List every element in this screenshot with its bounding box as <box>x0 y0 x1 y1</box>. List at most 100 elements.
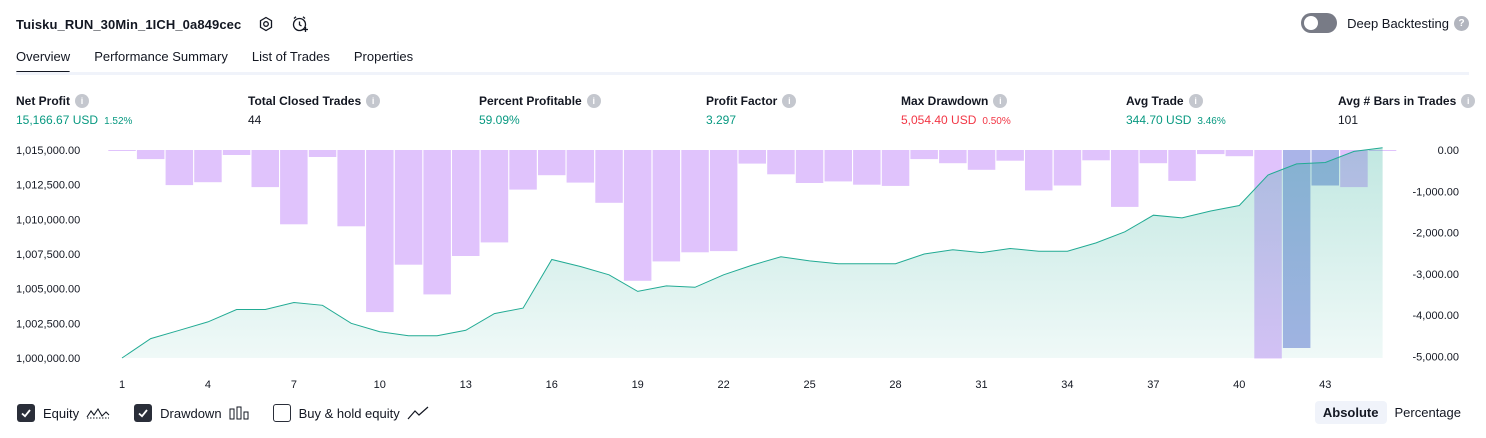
drawdown-bar[interactable] <box>480 150 509 243</box>
display-mode-switch: Absolute Percentage <box>1314 401 1469 424</box>
metric-label: Profit Factor <box>706 94 778 108</box>
metric-net-profit: Net Profit i 15,166.67 USD 1.52% <box>16 94 132 127</box>
equity-area <box>121 147 1383 359</box>
left-axis-tick: 1,007,500.00 <box>16 249 80 261</box>
strategy-header: Tuisku_RUN_30Min_1ICH_0a849cec <box>16 12 309 36</box>
chart-legend: Equity Drawdown Buy & hold equity <box>17 404 453 422</box>
metric-label: Total Closed Trades <box>248 94 362 108</box>
right-axis: 0.00 -1,000.00 -2,000.00 -3,000.00 -4,000.00… <box>1413 145 1459 363</box>
drawdown-bar[interactable] <box>967 150 996 170</box>
metric-percent: 0.50% <box>982 116 1011 127</box>
drawdown-bar[interactable] <box>280 150 308 225</box>
x-axis-tick: 31 <box>975 379 987 391</box>
drawdown-bar[interactable] <box>939 150 967 164</box>
equity-drawdown-chart[interactable]: 1,015,000.00 1,012,500.00 1,010,000.00 1,00… <box>0 140 1486 395</box>
drawdown-bar[interactable] <box>910 150 938 160</box>
buy-hold-line-icon <box>407 406 429 420</box>
legend-label: Equity <box>43 405 80 421</box>
drawdown-bar[interactable] <box>165 150 194 186</box>
left-axis-tick: 1,000,000.00 <box>16 353 80 365</box>
drawdown-bar[interactable] <box>1197 150 1225 155</box>
drawdown-bar[interactable] <box>136 150 165 160</box>
checkbox-unchecked[interactable] <box>272 404 291 422</box>
drawdown-bar[interactable] <box>738 150 767 164</box>
left-axis-tick: 1,010,000.00 <box>16 214 80 226</box>
drawdown-bars-icon <box>229 406 249 420</box>
drawdown-bar[interactable] <box>795 150 824 183</box>
info-icon[interactable]: i <box>782 94 797 108</box>
settings-icon[interactable] <box>257 15 275 33</box>
x-axis-tick: 25 <box>803 379 815 391</box>
drawdown-bar[interactable] <box>824 150 853 182</box>
drawdown-bar[interactable] <box>423 150 451 295</box>
drawdown-bar[interactable] <box>767 150 795 175</box>
right-axis-tick: -1,000.00 <box>1413 186 1459 198</box>
equity-line[interactable] <box>121 147 1383 359</box>
right-axis-tick: 0.00 <box>1438 145 1459 157</box>
tab-divider <box>16 72 1469 75</box>
left-axis-tick: 1,015,000.00 <box>16 145 80 157</box>
mode-absolute[interactable]: Absolute <box>1314 401 1387 424</box>
deep-backtesting-toggle[interactable] <box>1301 13 1338 33</box>
help-icon[interactable]: ? <box>1454 15 1469 31</box>
checkbox-checked[interactable] <box>17 404 35 422</box>
drawdown-bar[interactable] <box>509 150 537 190</box>
x-axis-tick: 16 <box>546 379 558 391</box>
drawdown-bar[interactable] <box>681 150 709 253</box>
x-axis-tick: 22 <box>717 379 729 391</box>
metric-profit-factor: Profit Factor i 3.297 <box>706 94 797 127</box>
drawdown-bar[interactable] <box>1111 150 1139 207</box>
metric-total-closed-trades: Total Closed Trades i 44 <box>248 94 381 127</box>
drawdown-bar[interactable] <box>337 150 365 227</box>
drawdown-bar[interactable] <box>1225 150 1254 157</box>
x-axis-tick: 37 <box>1147 379 1159 391</box>
mode-percentage[interactable]: Percentage <box>1394 405 1462 420</box>
info-icon[interactable]: i <box>1188 94 1203 108</box>
drawdown-bar[interactable] <box>1082 150 1110 161</box>
metric-label: Max Drawdown <box>901 94 989 108</box>
info-icon[interactable]: i <box>586 94 601 108</box>
drawdown-bar[interactable] <box>853 150 881 185</box>
drawdown-bar[interactable] <box>308 150 337 157</box>
tab-list-of-trades[interactable]: List of Trades <box>251 49 330 64</box>
metric-label: Avg # Bars in Trades <box>1338 94 1457 108</box>
strategy-title: Tuisku_RUN_30Min_1ICH_0a849cec <box>16 16 242 32</box>
info-icon[interactable]: i <box>366 94 381 108</box>
drawdown-bar[interactable] <box>595 150 623 203</box>
drawdown-bar[interactable] <box>1025 150 1053 191</box>
add-alert-icon[interactable] <box>291 15 309 33</box>
legend-buy-hold[interactable]: Buy & hold equity <box>272 404 429 422</box>
drawdown-bar[interactable] <box>452 150 480 256</box>
legend-drawdown[interactable]: Drawdown <box>134 404 249 422</box>
drawdown-bar[interactable] <box>1168 150 1196 181</box>
tab-overview[interactable]: Overview <box>16 44 71 74</box>
equity-line-icon <box>86 406 110 420</box>
drawdown-bar[interactable] <box>881 150 910 186</box>
drawdown-bar[interactable] <box>566 150 595 183</box>
deep-backtesting: Deep Backtesting ? <box>1301 13 1469 33</box>
drawdown-bar[interactable] <box>709 150 738 252</box>
checkbox-checked[interactable] <box>134 404 153 422</box>
tab-performance-summary[interactable]: Performance Summary <box>94 49 228 64</box>
info-icon[interactable]: i <box>1461 94 1476 108</box>
drawdown-bar[interactable] <box>251 150 280 188</box>
drawdown-bar[interactable] <box>652 150 681 262</box>
drawdown-bar[interactable] <box>538 150 566 176</box>
drawdown-bar[interactable] <box>996 150 1024 161</box>
info-icon[interactable]: i <box>993 94 1008 108</box>
legend-label: Buy & hold equity <box>298 405 400 421</box>
metric-value: 44 <box>248 113 262 127</box>
drawdown-bar[interactable] <box>394 150 423 265</box>
drawdown-bar[interactable] <box>366 150 394 313</box>
left-axis-tick: 1,012,500.00 <box>16 180 80 192</box>
drawdown-bar[interactable] <box>194 150 222 183</box>
drawdown-bar[interactable] <box>108 150 136 151</box>
info-icon[interactable]: i <box>75 94 89 108</box>
drawdown-bar[interactable] <box>1053 150 1082 186</box>
tab-properties[interactable]: Properties <box>353 49 414 64</box>
drawdown-bar[interactable] <box>623 150 652 281</box>
drawdown-bar[interactable] <box>1139 150 1168 164</box>
legend-equity[interactable]: Equity <box>17 404 110 422</box>
metric-percent: 3.46% <box>1197 116 1226 127</box>
drawdown-bar[interactable] <box>222 150 251 155</box>
